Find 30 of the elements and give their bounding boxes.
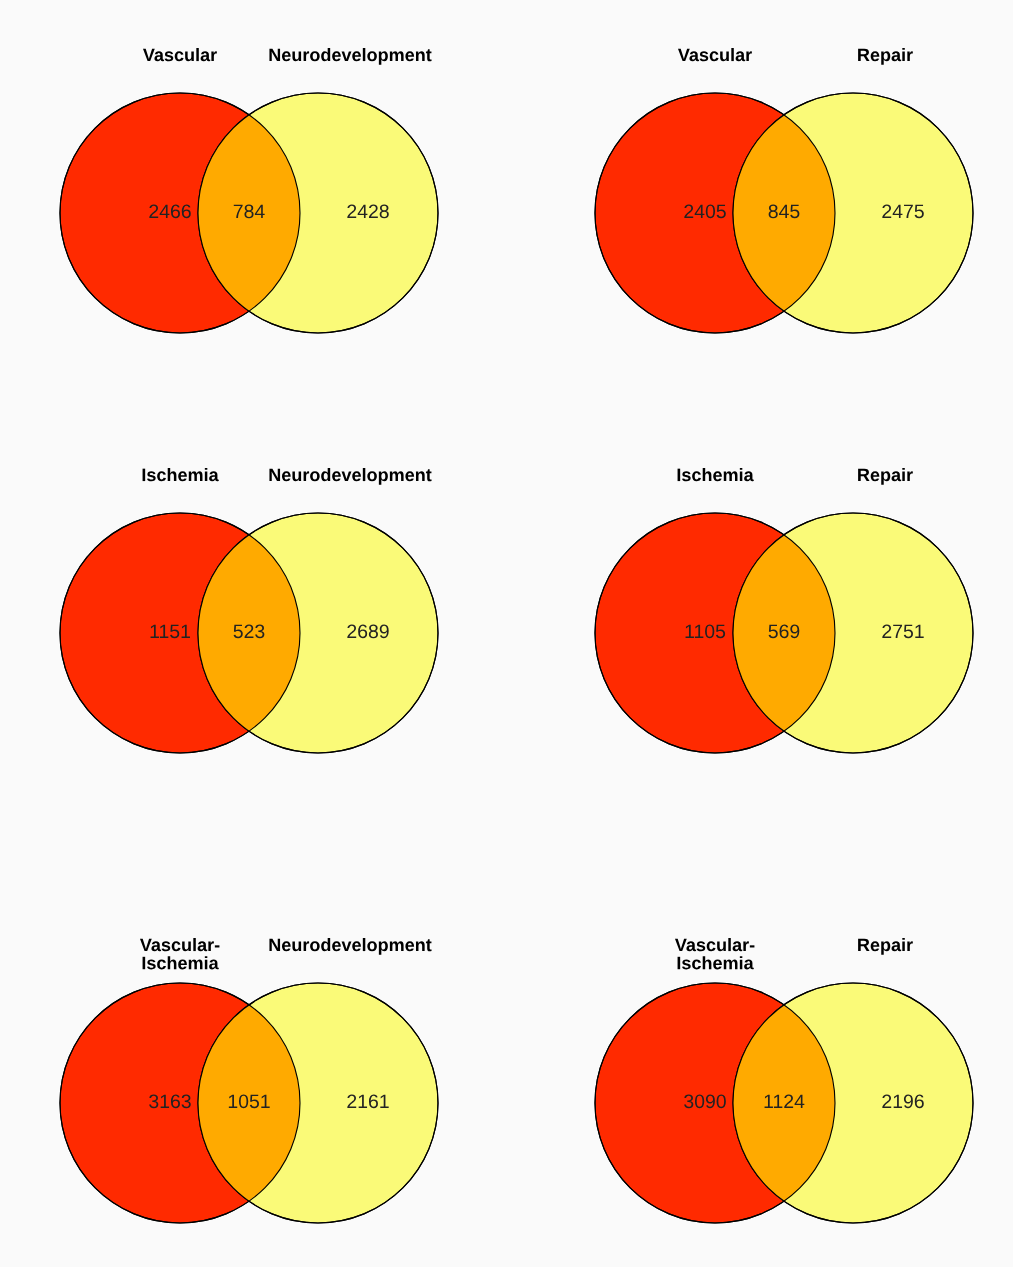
category-label: Vascular- Ischemia bbox=[139, 938, 220, 970]
data-label: 2405 bbox=[684, 204, 726, 219]
category-label: Vascular bbox=[142, 48, 217, 62]
category-label: Vascular bbox=[677, 48, 752, 62]
category-label: Vascular- Ischemia bbox=[674, 938, 755, 970]
data-label: 2466 bbox=[149, 204, 191, 219]
data-label: 3090 bbox=[684, 1094, 726, 1109]
data-label: 2428 bbox=[347, 204, 389, 219]
data-label: 1051 bbox=[228, 1094, 270, 1109]
category-label: Neurodevelopment bbox=[269, 468, 432, 485]
data-label: 1105 bbox=[685, 624, 726, 639]
category-label: Ischemia bbox=[677, 468, 754, 482]
category-label: Ischemia bbox=[142, 468, 219, 482]
data-label: 2475 bbox=[882, 204, 924, 219]
data-label: 845 bbox=[768, 204, 800, 219]
data-label: 2196 bbox=[882, 1094, 924, 1109]
data-label: 1151 bbox=[150, 624, 190, 639]
data-label: 1124 bbox=[764, 1094, 805, 1109]
data-label: 2689 bbox=[347, 624, 389, 639]
data-label: 523 bbox=[233, 624, 265, 639]
data-label: 784 bbox=[233, 204, 265, 219]
category-label: Repair bbox=[858, 468, 913, 485]
data-label: 2751 bbox=[882, 624, 924, 639]
category-label: Repair bbox=[858, 48, 913, 65]
category-label: Repair bbox=[858, 938, 913, 955]
data-label: 3163 bbox=[149, 1094, 191, 1109]
category-label: Neurodevelopment bbox=[269, 938, 432, 955]
category-label: Neurodevelopment bbox=[269, 48, 432, 65]
data-label: 2161 bbox=[347, 1094, 389, 1109]
data-label: 569 bbox=[768, 624, 800, 639]
